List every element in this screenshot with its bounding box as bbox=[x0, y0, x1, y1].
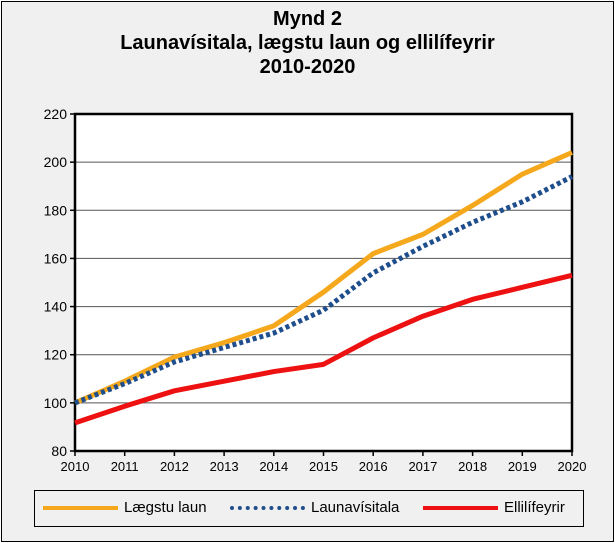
chart-title-line-2: Launavísitala, lægstu laun og ellilífeyr… bbox=[120, 32, 495, 54]
x-tick-label: 2012 bbox=[160, 459, 189, 474]
x-tick-label: 2010 bbox=[61, 459, 90, 474]
y-tick-label: 140 bbox=[44, 299, 68, 315]
line-chart: 80 100 120 140 160 180 200 220 2010 2011 2012 2013 2… bbox=[44, 106, 587, 474]
legend-item-laegstu-laun: Lægstu laun bbox=[43, 499, 207, 516]
x-tick-label: 2017 bbox=[408, 459, 437, 474]
series-line-0 bbox=[74, 150, 573, 406]
x-tick-label: 2019 bbox=[508, 459, 537, 474]
x-tick-label: 2016 bbox=[359, 459, 388, 474]
y-tick-label: 180 bbox=[44, 202, 68, 218]
legend-label: Launavísitala bbox=[311, 499, 400, 516]
y-tick-label: 120 bbox=[44, 347, 68, 363]
y-tick-label: 100 bbox=[44, 395, 68, 411]
y-tick-label: 220 bbox=[44, 106, 68, 122]
legend-swatch bbox=[43, 505, 118, 510]
chart-title-line-1: Mynd 2 bbox=[273, 8, 342, 30]
legend-swatch bbox=[423, 505, 498, 510]
x-tick-label: 2014 bbox=[259, 459, 288, 474]
series-line-1 bbox=[74, 174, 574, 406]
legend-label: Ellilífeyrir bbox=[504, 499, 565, 516]
legend-swatch bbox=[230, 505, 305, 510]
chart-title-line-3: 2010-2020 bbox=[259, 56, 356, 78]
y-tick-label: 160 bbox=[44, 250, 68, 266]
legend-item-ellilifeyrir: Ellilífeyrir bbox=[423, 499, 565, 516]
x-tick-label: 2015 bbox=[309, 459, 338, 474]
plot-border bbox=[73, 112, 574, 453]
legend-label: Lægstu laun bbox=[124, 499, 207, 516]
x-tick-label: 2013 bbox=[210, 459, 239, 474]
x-tick-label: 2011 bbox=[111, 459, 139, 474]
legend-item-launavisitala: Launavísitala bbox=[230, 499, 399, 516]
x-tick-label: 2018 bbox=[458, 459, 487, 474]
legend: Lægstu laun Launavísitala Ellilífeyrir bbox=[34, 490, 584, 527]
x-tick-label: 2020 bbox=[558, 459, 587, 474]
y-tick-label: 200 bbox=[44, 154, 68, 170]
series-line-2 bbox=[74, 272, 573, 426]
y-tick-label: 80 bbox=[51, 443, 67, 459]
